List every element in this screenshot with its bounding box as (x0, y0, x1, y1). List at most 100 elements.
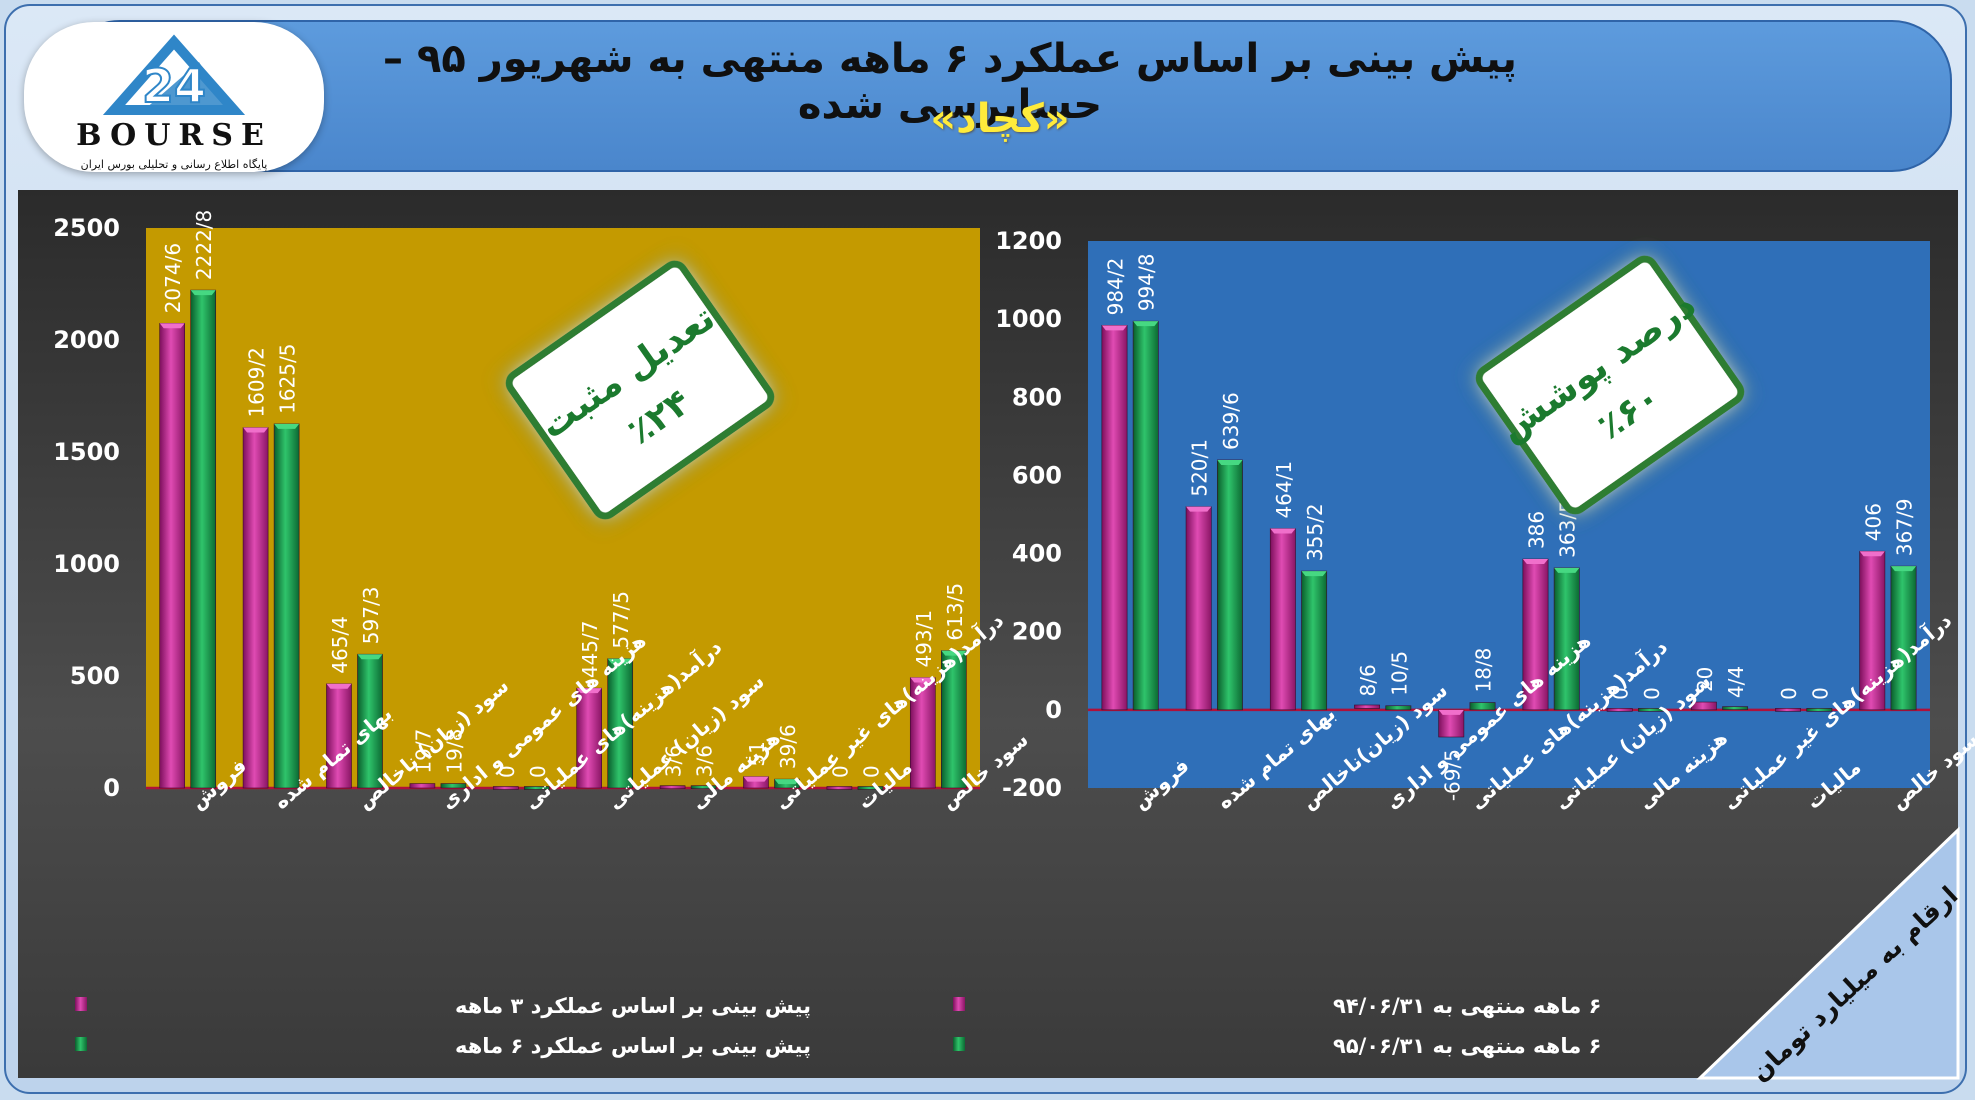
bar-cap (1270, 528, 1296, 534)
bar (857, 786, 884, 790)
bar-cap (1859, 551, 1885, 557)
y-tick-label: 1500 (53, 438, 120, 466)
y-tick-label: 0 (1045, 696, 1062, 724)
bar-cap (1133, 321, 1159, 327)
data-label: 493/1 (912, 610, 936, 668)
bar-cap (910, 677, 936, 683)
y-tick-label: 200 (1012, 618, 1062, 646)
bar (1217, 459, 1243, 711)
bar (1775, 708, 1801, 712)
bar (357, 653, 383, 789)
data-label: 0 (859, 765, 883, 778)
data-label: 3/6 (693, 745, 717, 777)
data-label: 1609/2 (245, 347, 269, 417)
bar-cap (1301, 571, 1327, 577)
legend-swatch (953, 997, 965, 1011)
bar (1469, 702, 1496, 711)
legend-swatch (75, 1037, 87, 1051)
bar-cap (243, 427, 269, 433)
units-ribbon (1696, 826, 1960, 1080)
legend-label: ۶ ماهه منتهی به ۹۴/۰۶/۳۱ (1333, 994, 1601, 1018)
legend-swatch (75, 997, 87, 1011)
logo-wordmark: BOURSE (76, 118, 272, 153)
data-label: 984/2 (1103, 258, 1127, 316)
data-label: 0 (495, 765, 519, 778)
data-label: 0 (1609, 687, 1633, 700)
bar-cap (743, 776, 769, 782)
data-label: 8/6 (1356, 664, 1380, 696)
data-label: 465/4 (328, 616, 352, 674)
bar (190, 289, 217, 789)
bar-cap (190, 290, 216, 296)
bar-cap (1554, 567, 1580, 573)
bar (1890, 565, 1917, 711)
bar-cap (1217, 459, 1243, 465)
logo-tagline: پایگاه اطلاع رسانی و تحلیلی بورس ایران (80, 158, 268, 171)
legend-swatch (953, 1037, 965, 1051)
y-tick-label: 1000 (53, 550, 120, 578)
bar-cap (1438, 709, 1464, 715)
stamp-box (1475, 255, 1745, 515)
bar (659, 785, 686, 789)
y-tick-label: 1000 (995, 305, 1062, 333)
bar-cap (1890, 566, 1917, 572)
y-tick-label: 1200 (995, 227, 1062, 255)
y-tick-label: 400 (1012, 540, 1062, 568)
data-label: 19/8 (442, 729, 466, 774)
data-label: 0 (1777, 687, 1801, 700)
bar (1606, 708, 1633, 712)
logo: 24 BOURSE پایگاه اطلاع رسانی و تحلیلی بو… (24, 22, 324, 172)
bar (826, 786, 853, 790)
bar-cap (941, 650, 967, 656)
data-label: 577/5 (609, 591, 633, 649)
bar-cap (274, 423, 300, 429)
bar (1269, 528, 1296, 711)
y-tick-label: -200 (1002, 774, 1062, 802)
stamp-box (505, 260, 775, 520)
bar (242, 427, 269, 789)
data-label: 2074/6 (161, 243, 185, 313)
annotation-stamp-1: درصد پوشش٪۶۰ (1475, 255, 1745, 515)
bar (440, 783, 467, 789)
data-label: 386 (1524, 511, 1548, 549)
bar (1132, 320, 1159, 711)
y-tick-label: 800 (1012, 383, 1062, 411)
page-title: پیش بینی بر اساس عملکرد ۶ ماهه منتهی به … (383, 36, 1517, 128)
bar (1722, 706, 1749, 710)
data-label: 20 (1693, 667, 1717, 692)
data-label: 0 (828, 765, 852, 778)
data-label: 367/9 (1893, 498, 1917, 556)
bar (1690, 701, 1717, 711)
logo-mark-icon: 24 (102, 34, 246, 115)
data-label: 0 (1808, 687, 1832, 700)
bar (1522, 558, 1549, 711)
data-label: 19/7 (411, 729, 435, 774)
bar (492, 786, 519, 790)
bar (576, 687, 602, 789)
data-label: 406 (1861, 503, 1885, 541)
data-label: 613/5 (943, 583, 967, 641)
data-label: 39/6 (776, 724, 800, 769)
data-label: 18/8 (1472, 648, 1496, 693)
data-label: -69/5 (1440, 749, 1464, 801)
legend-label: پیش بینی بر اساس عملکرد ۶ ماهه (455, 1034, 811, 1058)
bar-cap (1186, 506, 1212, 512)
data-label: 639/6 (1219, 392, 1243, 450)
y-tick-label: 600 (1012, 461, 1062, 489)
data-label: 597/3 (359, 587, 383, 645)
data-label: 3/6 (662, 745, 686, 777)
y-tick-label: 2500 (53, 214, 120, 242)
data-label: 355/2 (1303, 503, 1327, 561)
header-banner (60, 20, 1952, 172)
data-label: 0 (1640, 687, 1664, 700)
data-label: 51 (745, 741, 769, 766)
data-label: 0 (526, 765, 550, 778)
data-label: 1625/5 (276, 344, 300, 414)
bar (1101, 325, 1128, 711)
bar-cap (357, 654, 383, 660)
bar (523, 786, 550, 790)
company-name: «کچاد» (930, 96, 1070, 142)
y-tick-label: 0 (103, 774, 120, 802)
data-label: 4/4 (1724, 666, 1748, 698)
